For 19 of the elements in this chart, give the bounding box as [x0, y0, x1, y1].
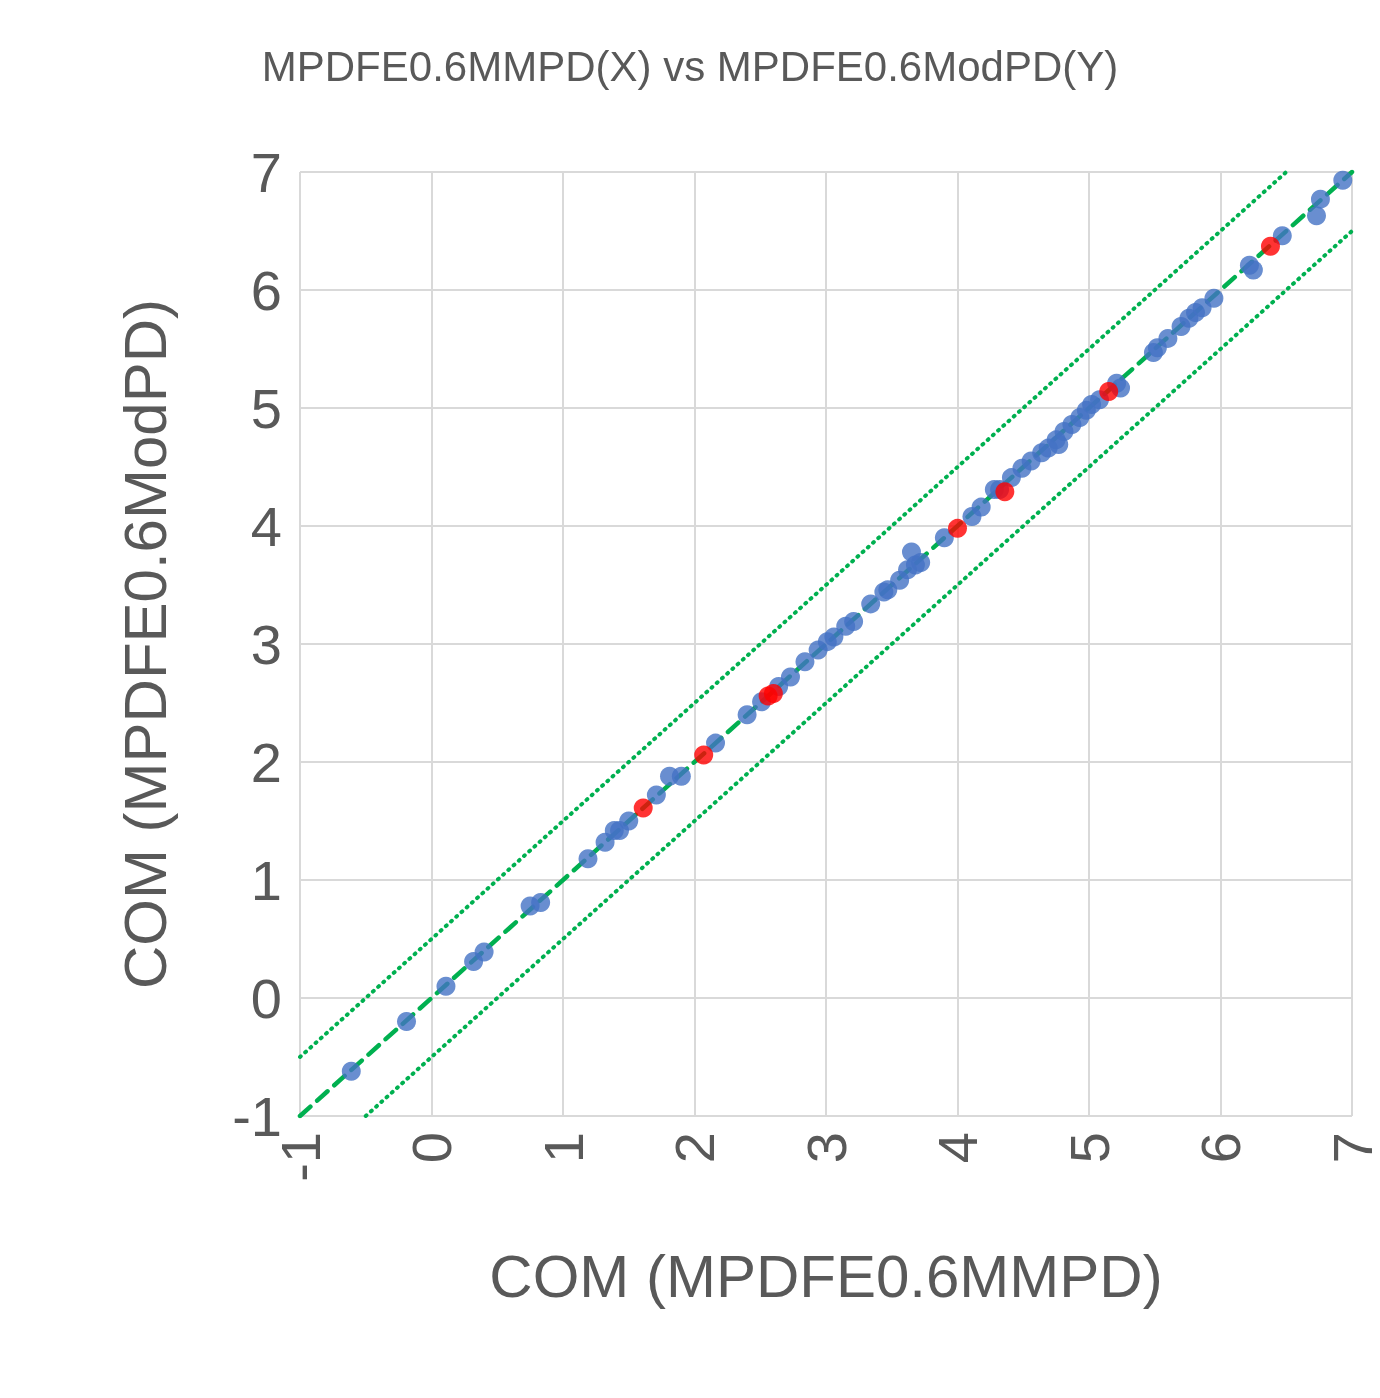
chart-title: MPDFE0.6MMPD(X) vs MPDFE0.6ModPD(Y): [261, 42, 1119, 90]
x-tick-label: 3: [794, 1132, 858, 1164]
y-tick-label: 4: [250, 494, 282, 558]
y-tick-label: 2: [250, 730, 282, 794]
x-tick-label: 0: [400, 1132, 463, 1164]
x-tick-label: 5: [1057, 1132, 1121, 1164]
y-tick-label: 7: [250, 140, 282, 204]
y-tick-label: 3: [250, 612, 282, 676]
x-tick-label: 2: [663, 1132, 726, 1164]
x-axis-title: COM (MPDFE0.6MMPD): [489, 1242, 1163, 1310]
x-tick-label: 7: [1320, 1132, 1380, 1164]
y-tick-label: 0: [250, 966, 282, 1030]
y-tick-label: 5: [250, 376, 282, 440]
y-tick-label: 1: [250, 848, 282, 912]
x-tick-label: 6: [1189, 1132, 1252, 1164]
x-tick-label: 4: [926, 1132, 989, 1164]
y-axis-title: COM (MPDFE0.6ModPD): [111, 298, 179, 990]
y-tick-label: 6: [250, 258, 282, 322]
x-tick-label: 1: [531, 1132, 595, 1164]
